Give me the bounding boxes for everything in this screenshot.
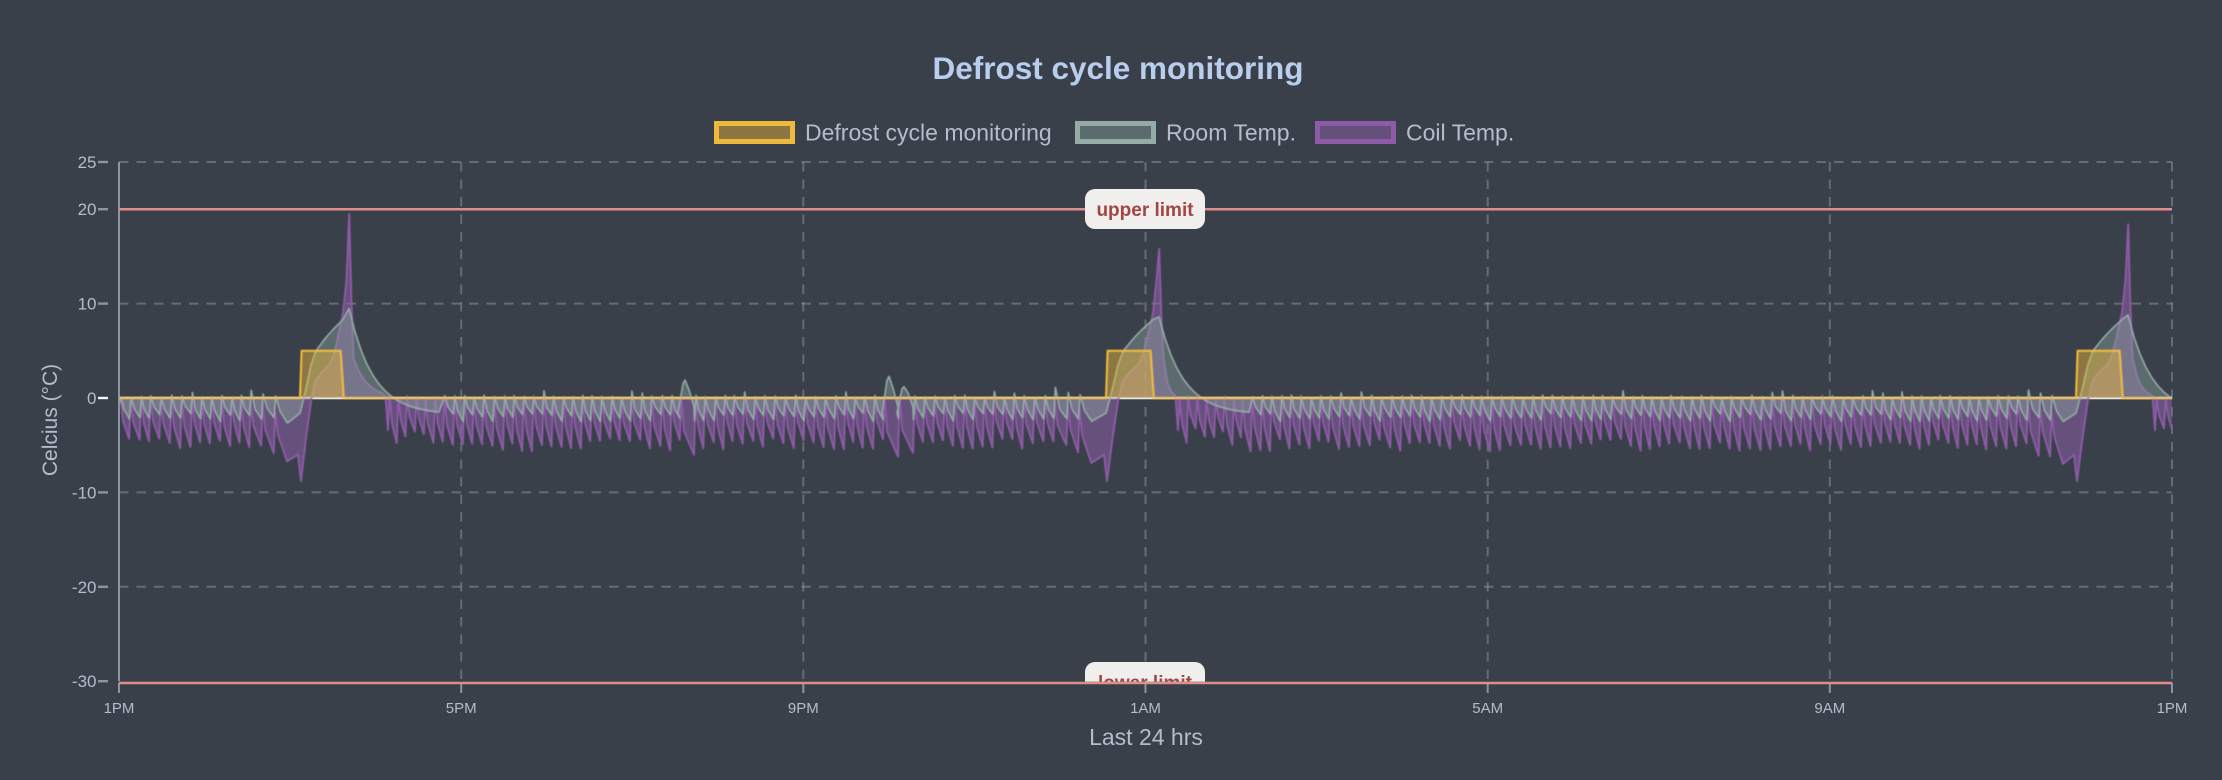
svg-text:9PM: 9PM xyxy=(788,700,819,717)
svg-text:Coil Temp.: Coil Temp. xyxy=(1406,120,1514,146)
svg-text:Room Temp.: Room Temp. xyxy=(1166,120,1296,146)
svg-text:-20: -20 xyxy=(72,578,97,597)
svg-text:-30: -30 xyxy=(72,672,97,691)
svg-text:10: 10 xyxy=(78,295,97,314)
svg-text:1PM: 1PM xyxy=(2157,700,2188,717)
svg-text:Defrost cycle monitoring: Defrost cycle monitoring xyxy=(932,50,1303,86)
svg-text:1PM: 1PM xyxy=(104,700,135,717)
svg-text:lower limit: lower limit xyxy=(1098,673,1193,694)
svg-text:9AM: 9AM xyxy=(1814,700,1845,717)
svg-text:upper limit: upper limit xyxy=(1096,200,1194,221)
svg-text:0: 0 xyxy=(87,389,96,408)
svg-text:Defrost cycle monitoring: Defrost cycle monitoring xyxy=(805,120,1052,146)
svg-text:-10: -10 xyxy=(72,483,97,502)
svg-text:Last 24 hrs: Last 24 hrs xyxy=(1089,724,1203,750)
svg-text:5PM: 5PM xyxy=(446,700,477,717)
svg-text:5AM: 5AM xyxy=(1472,700,1503,717)
svg-text:Celcius (°C): Celcius (°C) xyxy=(39,364,62,476)
svg-text:1AM: 1AM xyxy=(1130,700,1161,717)
svg-text:25: 25 xyxy=(78,153,97,172)
svg-text:20: 20 xyxy=(78,200,97,219)
